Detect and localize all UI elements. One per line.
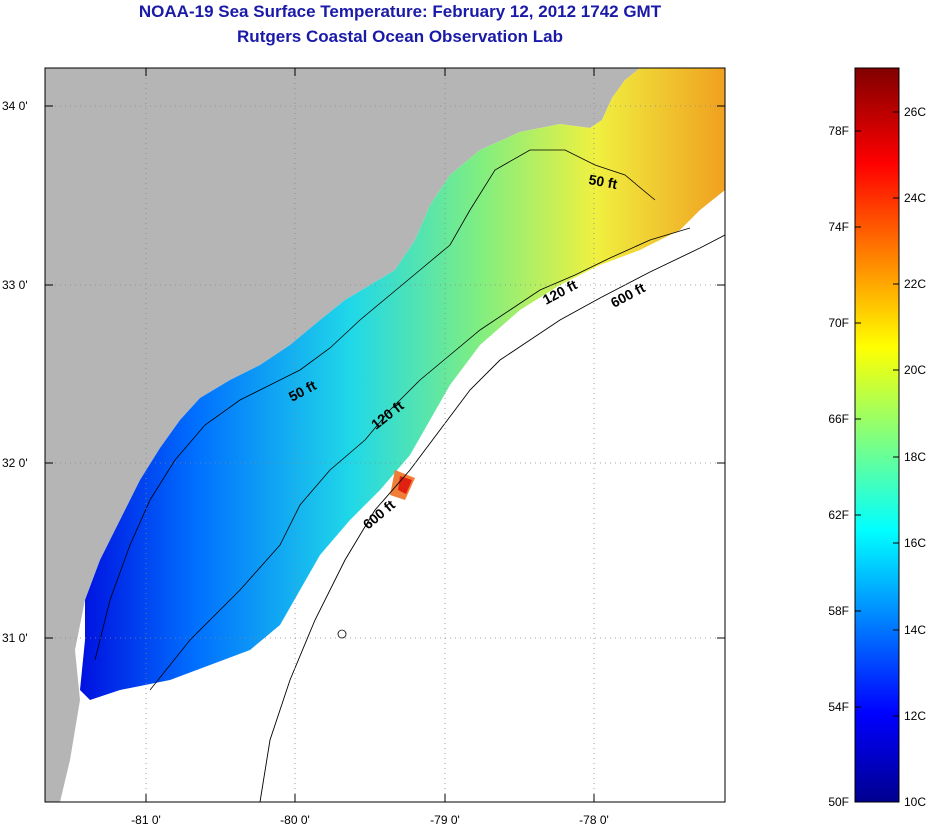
colorbar-f-label: 58F xyxy=(828,604,849,618)
colorbar-f-label: 62F xyxy=(828,508,849,522)
contour-label-50ft-north: 50 ft xyxy=(587,171,618,192)
colorbar-f-label: 50F xyxy=(828,795,849,809)
colorbar xyxy=(854,67,900,803)
colorbar-c-label: 22C xyxy=(904,277,926,291)
colorbar-f-label: 74F xyxy=(828,220,849,234)
colorbar-ticks xyxy=(855,111,899,803)
colorbar-c-label: 18C xyxy=(904,450,926,464)
map-border xyxy=(44,67,726,803)
colorbar-c-label: 26C xyxy=(904,105,926,119)
colorbar-c-label: 14C xyxy=(904,623,926,637)
colorbar-c-label: 24C xyxy=(904,191,926,205)
map-title: NOAA-19 Sea Surface Temperature: Februar… xyxy=(138,2,662,21)
land-mass xyxy=(45,68,640,802)
lon-label-79: -79 0' xyxy=(430,813,460,827)
colorbar-f-label: 78F xyxy=(828,124,849,138)
lat-label-32: 32 0' xyxy=(2,456,28,470)
warm-patch-red xyxy=(398,476,412,494)
colorbar-c-label: 16C xyxy=(904,536,926,550)
contour-120ft xyxy=(149,227,691,691)
sst-swath xyxy=(80,68,725,700)
lat-label-33: 33 0' xyxy=(2,278,28,292)
lat-label-34: 34 0' xyxy=(2,99,28,113)
colorbar-fahrenheit-labels: 78F 74F 70F 66F 62F 58F 54F 50F xyxy=(828,124,849,809)
lat-label-31: 31 0' xyxy=(2,631,28,645)
lon-label-80: -80 0' xyxy=(280,813,310,827)
graticule xyxy=(45,68,725,802)
lon-label-78: -78 0' xyxy=(579,813,609,827)
colorbar-f-label: 66F xyxy=(828,412,849,426)
colorbar-f-label: 70F xyxy=(828,316,849,330)
colorbar-c-label: 12C xyxy=(904,709,926,723)
colorbar-celsius-labels: 26C 24C 22C 20C 18C 16C 14C 12C 10C xyxy=(904,105,926,809)
seamount-contour xyxy=(337,629,347,639)
colorbar-c-label: 10C xyxy=(904,795,926,809)
lon-label-81: -81 0' xyxy=(131,813,161,827)
map-subtitle: Rutgers Coastal Ocean Observation Lab xyxy=(237,27,563,46)
axis-ticks xyxy=(45,68,725,802)
contour-50ft xyxy=(94,149,656,661)
colorbar-c-label: 20C xyxy=(904,363,926,377)
colorbar-f-label: 54F xyxy=(828,700,849,714)
